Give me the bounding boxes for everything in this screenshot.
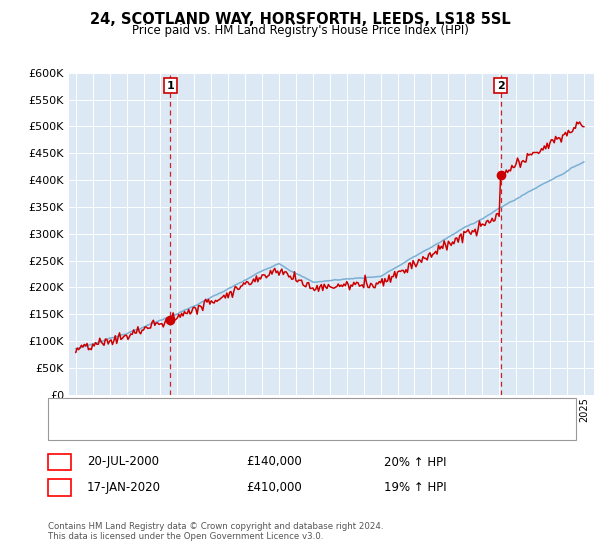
- Text: 20-JUL-2000: 20-JUL-2000: [87, 455, 159, 469]
- Text: 1: 1: [166, 81, 174, 91]
- Text: Price paid vs. HM Land Registry's House Price Index (HPI): Price paid vs. HM Land Registry's House …: [131, 24, 469, 37]
- Text: 17-JAN-2020: 17-JAN-2020: [87, 480, 161, 494]
- Text: £410,000: £410,000: [246, 480, 302, 494]
- Text: 19% ↑ HPI: 19% ↑ HPI: [384, 480, 446, 494]
- Text: 20% ↑ HPI: 20% ↑ HPI: [384, 455, 446, 469]
- Text: 1: 1: [56, 457, 63, 467]
- Text: HPI: Average price, detached house, Leeds: HPI: Average price, detached house, Leed…: [100, 423, 335, 433]
- Text: £140,000: £140,000: [246, 455, 302, 469]
- Text: 24, SCOTLAND WAY, HORSFORTH, LEEDS, LS18 5SL: 24, SCOTLAND WAY, HORSFORTH, LEEDS, LS18…: [89, 12, 511, 27]
- Text: 24, SCOTLAND WAY, HORSFORTH, LEEDS, LS18 5SL (detached house): 24, SCOTLAND WAY, HORSFORTH, LEEDS, LS18…: [100, 404, 482, 414]
- Text: 2: 2: [56, 482, 63, 492]
- Text: Contains HM Land Registry data © Crown copyright and database right 2024.
This d: Contains HM Land Registry data © Crown c…: [48, 522, 383, 542]
- Text: 2: 2: [497, 81, 505, 91]
